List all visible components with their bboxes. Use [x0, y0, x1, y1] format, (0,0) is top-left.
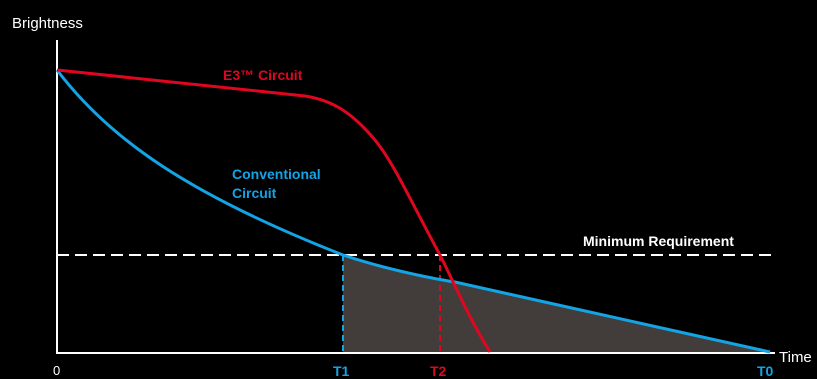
x-axis-label: Time [779, 349, 812, 366]
t1-label: T1 [333, 363, 350, 379]
shaded-area [343, 255, 770, 352]
conventional-curve-label-line1: Conventional [232, 166, 321, 182]
minimum-requirement-label: Minimum Requirement [583, 233, 734, 249]
origin-label: 0 [53, 363, 60, 378]
t2-label: T2 [430, 363, 447, 379]
conventional-curve [55, 69, 771, 354]
y-axis-label: Brightness [12, 15, 83, 32]
e3-curve-label: E3™ Circuit [223, 67, 303, 83]
e3-curve [56, 68, 492, 353]
t0-label: T0 [757, 363, 774, 379]
conventional-curve-label-line2: Circuit [232, 185, 277, 201]
